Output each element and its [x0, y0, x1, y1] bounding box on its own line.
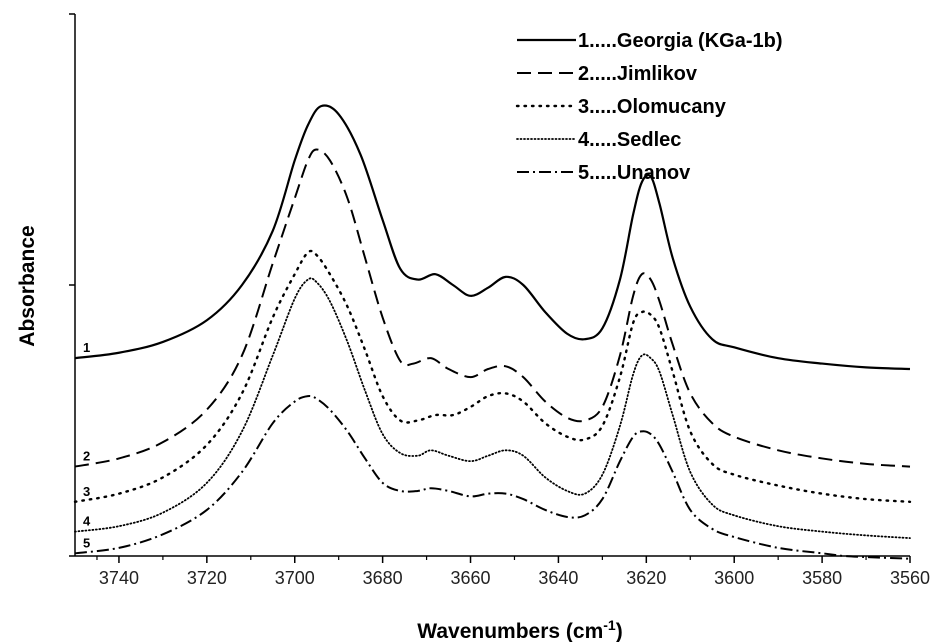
legend-label-1: 1.....Georgia (KGa-1b) — [578, 30, 782, 52]
x-axis-label: Wavenumbers (cm-1) — [417, 617, 622, 642]
x-tick-label: 3600 — [714, 568, 754, 588]
x-axis-label-tail: ) — [616, 620, 623, 642]
axes: 3740 3720 3700 3680 3660 3640 3620 3600 3580 3560 — [69, 13, 930, 588]
series-line-3 — [73, 249, 912, 503]
x-tick-label: 3560 — [890, 568, 930, 588]
series-line-5 — [74, 395, 911, 560]
series-line-4 — [74, 277, 911, 540]
y-axis-label: Absorbance — [16, 225, 39, 346]
x-tick-label: 3680 — [363, 568, 403, 588]
series-tags: 1 2 3 4 5 — [83, 340, 91, 550]
series-tag-2: 2 — [83, 449, 90, 464]
x-tick-label: 3740 — [99, 568, 139, 588]
series-tag-5: 5 — [83, 535, 90, 550]
x-tick-label: 3580 — [802, 568, 842, 588]
series-tag-3: 3 — [83, 484, 90, 499]
series-line-2 — [74, 148, 911, 468]
x-axis-label-sup: -1 — [603, 617, 616, 633]
series-tag-4: 4 — [83, 514, 91, 529]
series-group — [73, 104, 912, 560]
x-tick-label: 3640 — [538, 568, 578, 588]
series-line-1 — [74, 104, 911, 371]
x-tick-label: 3720 — [187, 568, 227, 588]
legend-label-3: 3.....Olomucany — [578, 96, 727, 118]
legend-label-5: 5.....Unanov — [578, 162, 691, 184]
series-tag-1: 1 — [83, 340, 90, 355]
x-tick-label: 3660 — [451, 568, 491, 588]
legend-label-4: 4.....Sedlec — [578, 129, 681, 151]
x-tick-label: 3620 — [626, 568, 666, 588]
legend-label-2: 2.....Jimlikov — [578, 63, 698, 85]
x-tick-label: 3700 — [275, 568, 315, 588]
x-axis-label-main: Wavenumbers (cm — [417, 620, 603, 642]
legend: 1.....Georgia (KGa-1b) 2.....Jimlikov 3...… — [515, 30, 782, 184]
